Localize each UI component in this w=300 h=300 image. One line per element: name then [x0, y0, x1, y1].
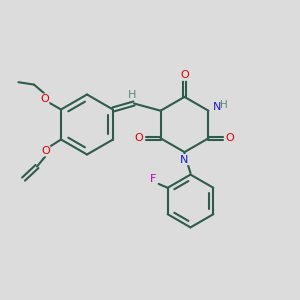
- Text: H: H: [128, 89, 137, 100]
- Text: O: O: [226, 133, 234, 143]
- Text: N: N: [213, 102, 221, 112]
- Text: O: O: [41, 146, 50, 156]
- Text: O: O: [135, 133, 143, 143]
- Text: F: F: [150, 174, 157, 184]
- Text: O: O: [40, 94, 49, 104]
- Text: N: N: [180, 154, 189, 165]
- Text: O: O: [180, 70, 189, 80]
- Text: H: H: [220, 100, 228, 110]
